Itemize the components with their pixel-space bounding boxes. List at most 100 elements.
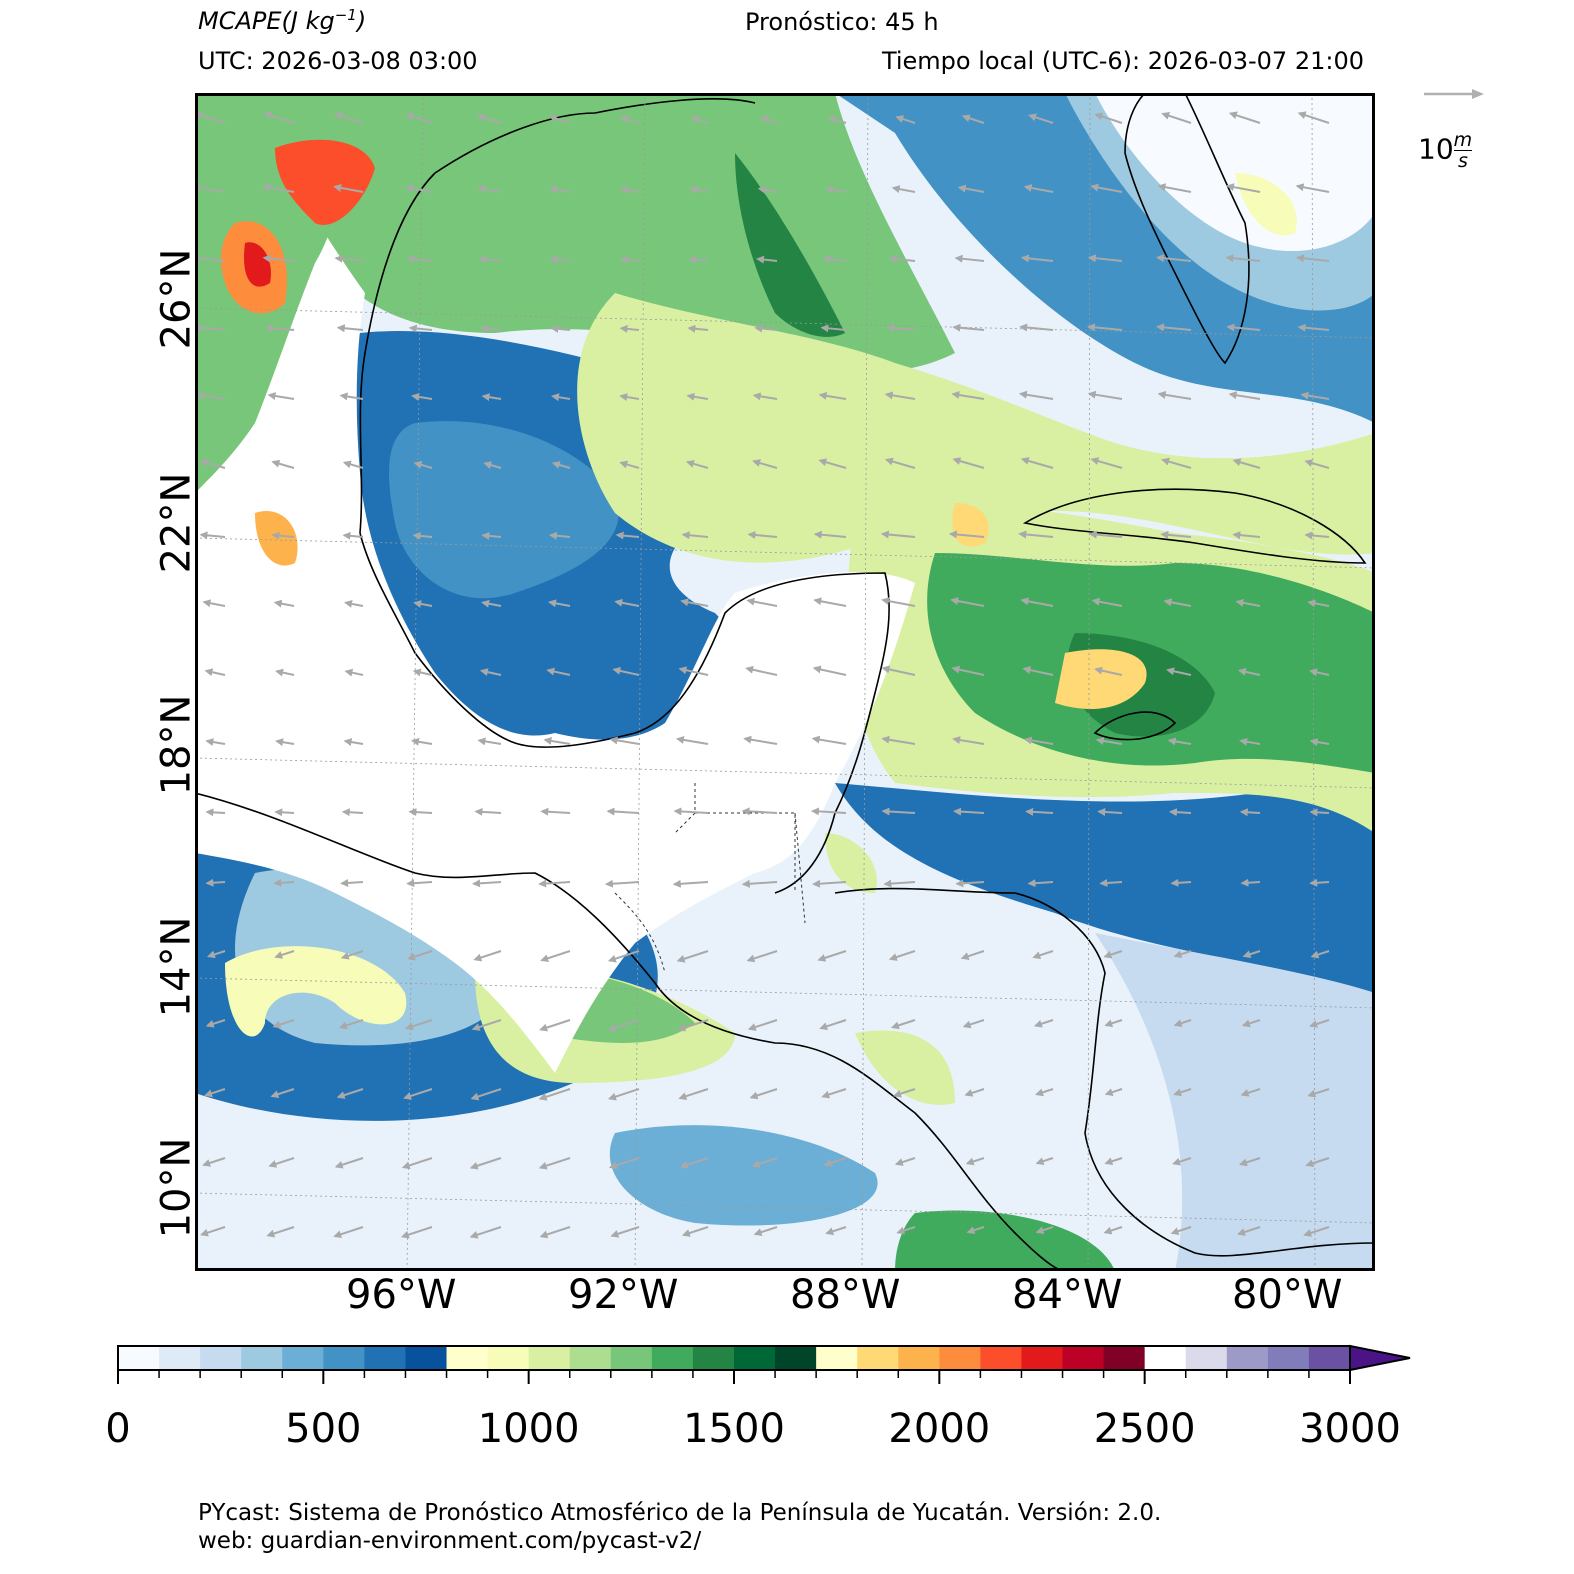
wind-arrow [810, 807, 847, 816]
wind-arrow [686, 392, 709, 401]
wind-arrow [1088, 530, 1123, 539]
field-green-south [895, 1210, 1115, 1271]
colorbar-cell [1144, 1346, 1187, 1370]
wind-arrow [896, 1226, 916, 1235]
colorbar-tick-label: 3000 [1299, 1406, 1401, 1452]
colorbar [117, 1344, 1411, 1384]
colorbar-cell [1103, 1346, 1146, 1370]
utc-time: UTC: 2026-03-08 03:00 [198, 47, 478, 75]
wind-arrow [1228, 111, 1261, 124]
wind-arrow [470, 1088, 502, 1101]
footer-web[interactable]: web: guardian-environment.com/pycast-v2/ [198, 1528, 702, 1554]
colorbar-tick-label: 1000 [477, 1406, 580, 1452]
wind-arrow [895, 115, 916, 124]
wind-arrow [1163, 598, 1192, 607]
wind-arrow [747, 1019, 778, 1031]
wind-arrow [1309, 878, 1330, 887]
wind-arrow [680, 598, 709, 607]
variable-name: MCAPE [198, 7, 282, 35]
wind-arrow [538, 1088, 571, 1101]
wind-arrow [1303, 1226, 1330, 1237]
colorbar-cell [446, 1346, 489, 1370]
wind-arrow [550, 324, 571, 333]
wind-arrow [264, 323, 295, 332]
wind-arrow [205, 1019, 226, 1028]
wind-arrow [483, 461, 502, 469]
wind-arrow [894, 1157, 916, 1166]
lon-label-96w: 96°W [346, 1272, 457, 1318]
colorbar-cell [405, 1346, 448, 1370]
lon-label-92w: 92°W [568, 1272, 679, 1318]
wind-arrow [539, 1226, 571, 1239]
wind-arrow [884, 391, 916, 400]
wind-arrow [1104, 1019, 1123, 1028]
wind-arrow [881, 807, 916, 816]
wind-arrow [678, 1088, 709, 1101]
wind-arrow [477, 737, 502, 746]
wind-arrow [1295, 254, 1330, 263]
wind-arrow [202, 1157, 226, 1167]
wind-arrow [1309, 668, 1330, 677]
wind-reference-label: 10 m s [1418, 129, 1473, 171]
wind-arrow [1225, 183, 1261, 193]
wind-arrow [469, 1157, 502, 1170]
wind-arrow [619, 324, 640, 333]
wind-arrow [746, 597, 778, 607]
coast-jamaica [1093, 711, 1177, 741]
field-caribbean-blue [835, 783, 1375, 993]
wind-arrow [342, 531, 364, 540]
wind-arrow [886, 324, 916, 332]
wind-arrow [548, 185, 571, 194]
wind-arrow [954, 254, 985, 263]
wind-arrow [1228, 391, 1261, 400]
wind-arrow [689, 186, 709, 194]
wind-arrow [261, 183, 295, 193]
wind-arrow [812, 879, 847, 888]
wind-arrow [888, 950, 916, 961]
wind-arrow [400, 1226, 433, 1239]
wind-arrow [408, 808, 433, 817]
colorbar-cell [1021, 1346, 1064, 1370]
wind-arrow [619, 255, 640, 264]
wind-arrow [890, 1019, 916, 1030]
wind-arrow [881, 665, 916, 676]
wind-arrow [827, 115, 847, 124]
colorbar-cell [939, 1346, 981, 1370]
wind-arrow [344, 599, 364, 608]
wind-arrow [961, 114, 985, 124]
wind-arrow [888, 255, 916, 264]
wind-arrow [1028, 113, 1054, 124]
wind-arrow [1173, 1019, 1192, 1027]
wind-arrow [610, 1226, 640, 1238]
field-yellow-nicaragua [855, 1030, 955, 1105]
wind-arrow [960, 950, 985, 960]
wind-arrow [817, 950, 847, 962]
wind-arrow [820, 324, 847, 333]
wind-arrow [951, 665, 985, 676]
wind-arrow [753, 1226, 778, 1236]
wind-arrow [1167, 737, 1192, 746]
colorbar-cell [1226, 1346, 1269, 1370]
wind-arrow [964, 1088, 985, 1097]
wind-arrow [275, 668, 295, 677]
wind-arrow [1295, 183, 1330, 193]
wind-arrow [344, 668, 364, 677]
field-dark-red-northeast [244, 242, 271, 287]
colorbar-cell [118, 1346, 160, 1370]
colorbar-cell [1062, 1346, 1105, 1370]
wind-arrow [1237, 667, 1261, 676]
wind-arrow [1086, 323, 1123, 332]
wind-arrow [204, 1088, 226, 1098]
wind-arrow [268, 1157, 295, 1168]
wind-arrow [481, 531, 502, 540]
wind-arrow [955, 879, 985, 888]
wind-arrow [1032, 950, 1054, 960]
colorbar-extend-arrow [1349, 1344, 1411, 1372]
wind-arrow [678, 666, 709, 676]
wind-arrow [205, 738, 226, 746]
wind-arrow [609, 736, 640, 745]
wind-arrow [951, 391, 985, 400]
wind-unit-numerator: m [1453, 129, 1473, 151]
wind-arrow [1087, 254, 1123, 263]
wind-arrow [749, 1088, 778, 1100]
